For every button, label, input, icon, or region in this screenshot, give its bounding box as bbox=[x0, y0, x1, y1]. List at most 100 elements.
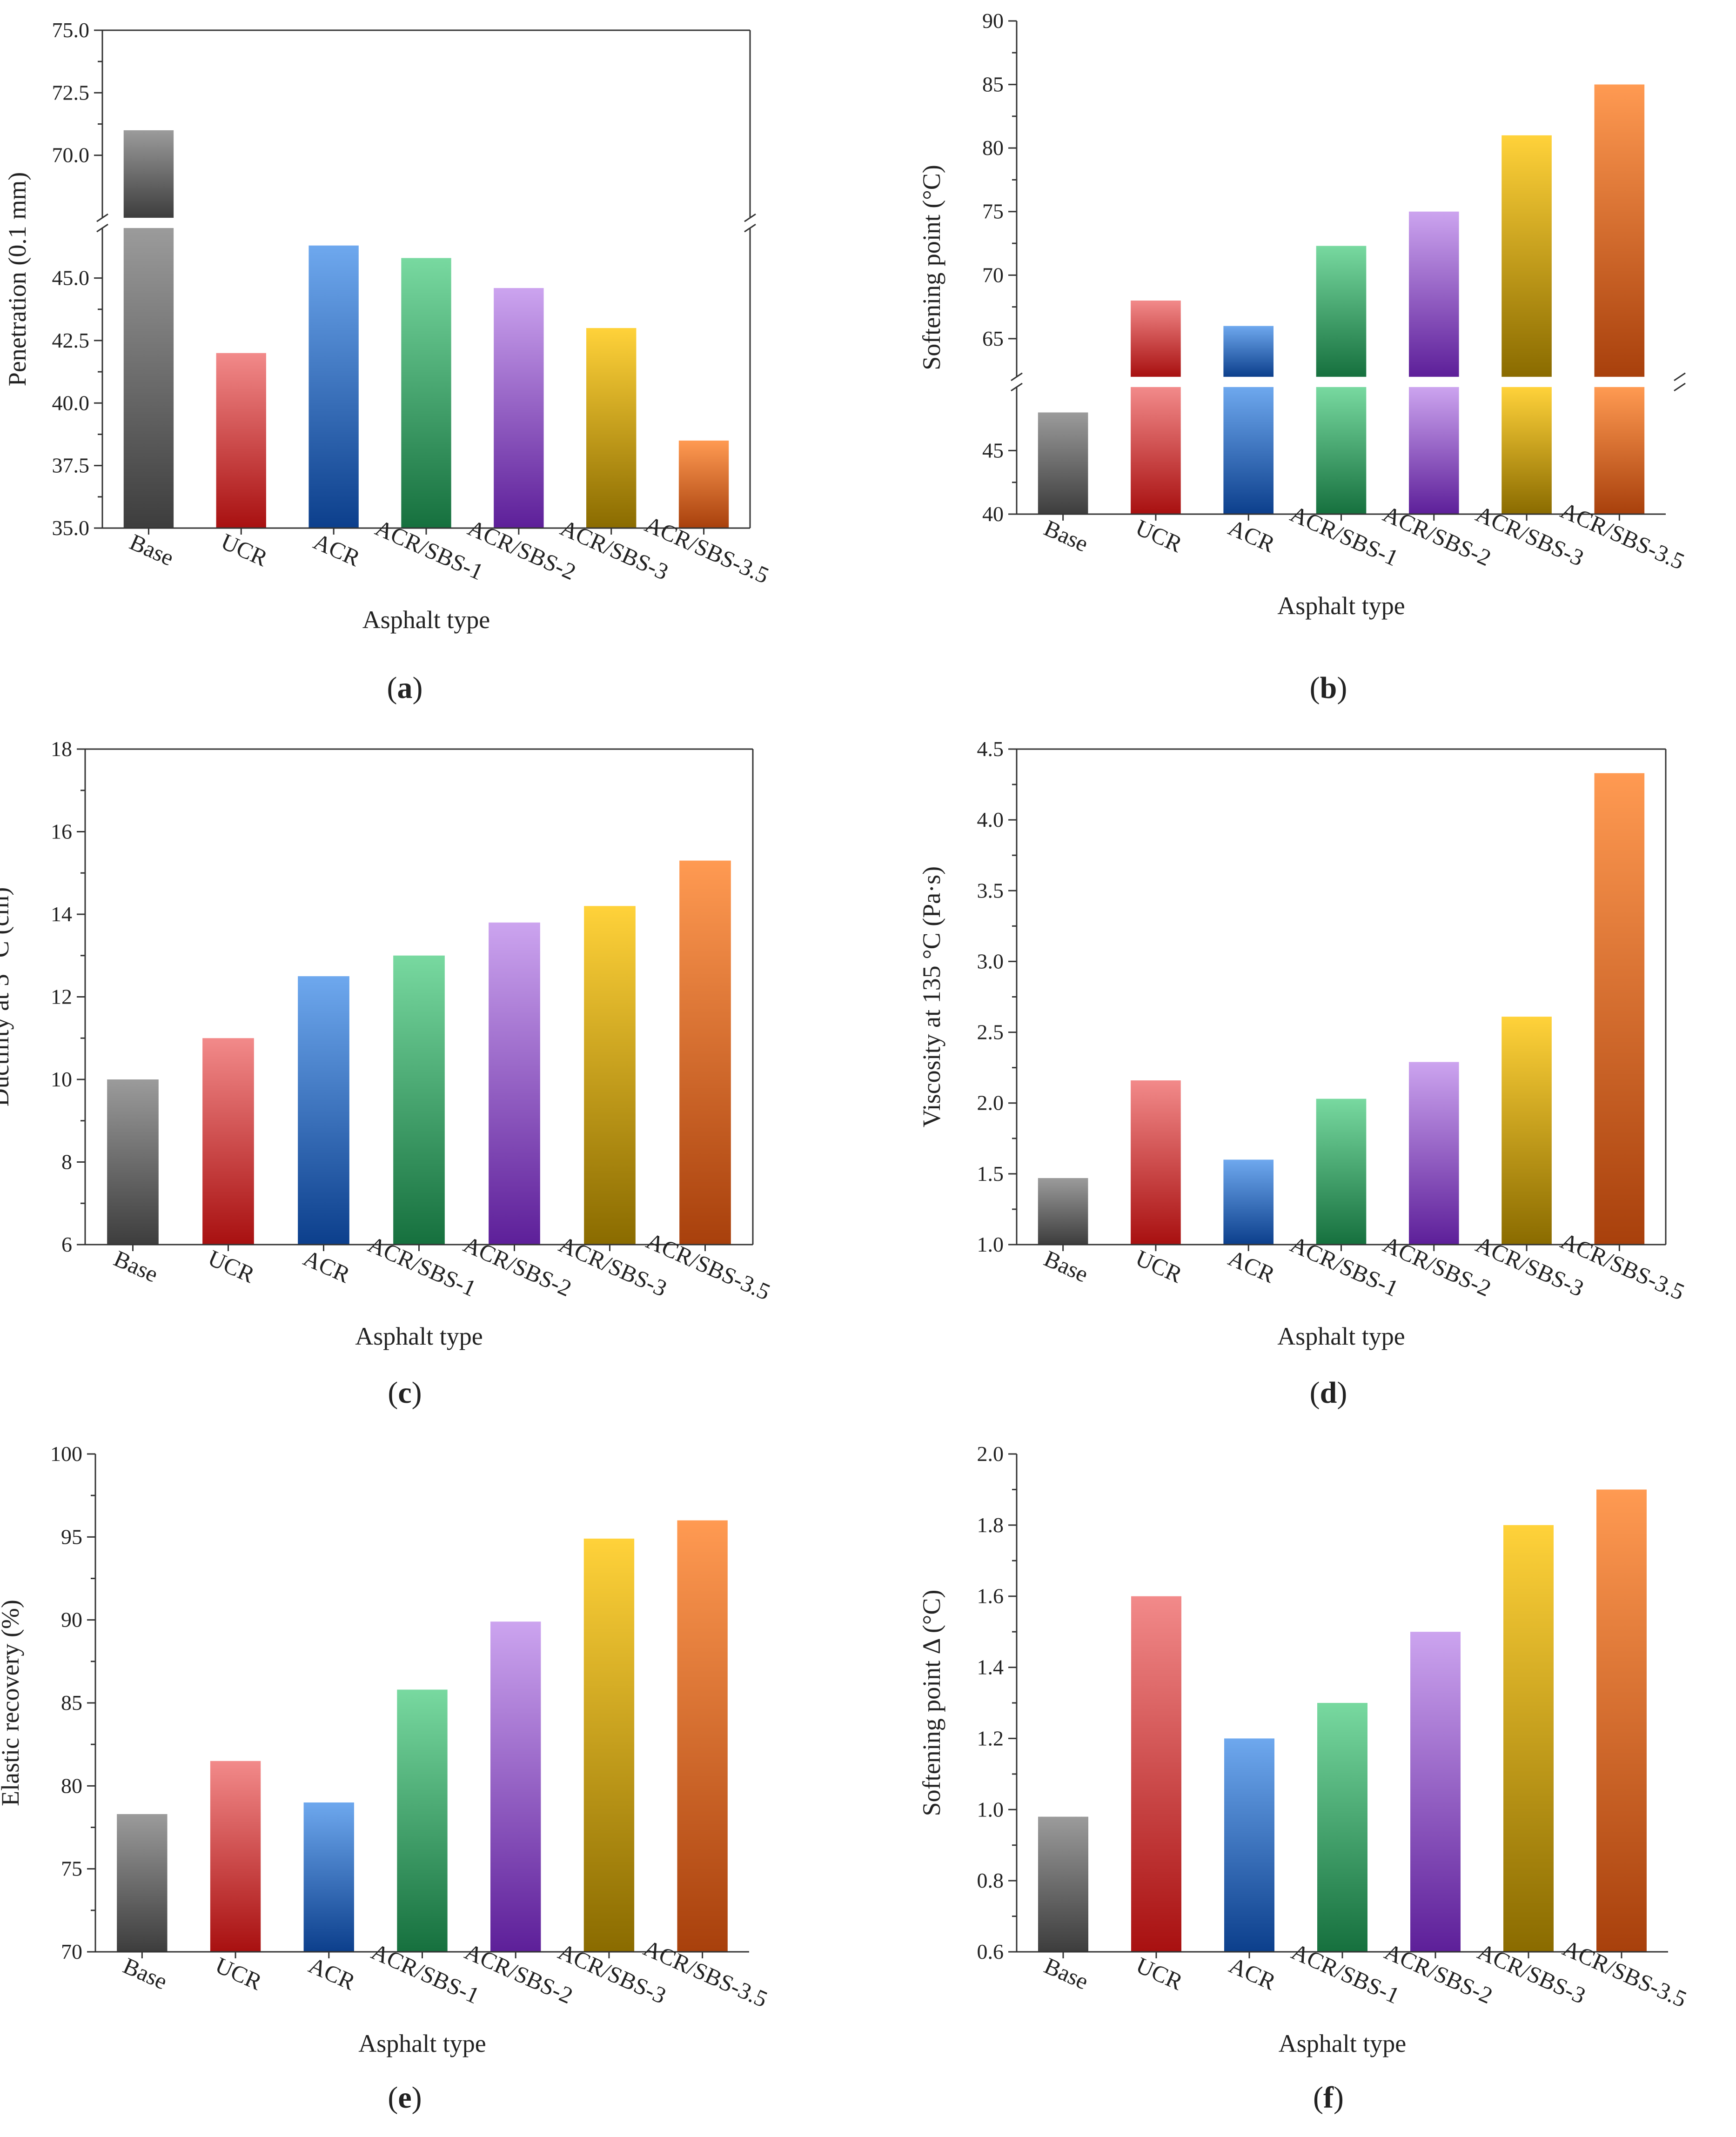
y-axis-title: Elastic recovery (%) bbox=[0, 1600, 24, 1806]
bar-f-5 bbox=[1503, 1525, 1554, 1952]
axis-break-mark bbox=[1011, 372, 1023, 382]
bar-b-2-lower bbox=[1223, 387, 1274, 514]
y-tick-label: 3.5 bbox=[977, 878, 1004, 902]
axis-break-mark bbox=[744, 223, 756, 233]
bar-c-6 bbox=[679, 860, 731, 1245]
x-tick-label: UCR bbox=[1132, 1245, 1186, 1288]
bar-e-3 bbox=[397, 1689, 448, 1952]
y-tick-label: 100 bbox=[50, 1442, 82, 1466]
bar-f-4 bbox=[1410, 1632, 1461, 1952]
x-tick-label: UCR bbox=[1132, 514, 1186, 557]
bar-b-1-lower bbox=[1131, 387, 1181, 514]
x-tick-label: Base bbox=[1040, 1952, 1093, 1995]
axis-break-mark bbox=[1674, 372, 1686, 382]
bar-d-0 bbox=[1038, 1178, 1088, 1245]
y-tick-label: 80 bbox=[982, 136, 1004, 160]
y-tick-label: 1.6 bbox=[977, 1584, 1004, 1608]
y-tick-label: 37.5 bbox=[52, 454, 90, 477]
y-tick-label: 2.5 bbox=[977, 1020, 1004, 1044]
bar-a-0-lower bbox=[123, 228, 174, 529]
panel-caption-letter: c bbox=[398, 1376, 411, 1410]
panel-caption-letter: e bbox=[398, 2081, 411, 2115]
bar-c-4 bbox=[489, 922, 540, 1245]
bar-a-5 bbox=[586, 328, 637, 528]
y-tick-label: 90 bbox=[61, 1608, 82, 1632]
y-tick-label: 90 bbox=[982, 9, 1004, 33]
axes-b bbox=[1008, 20, 1686, 521]
x-tick-label: UCR bbox=[204, 1245, 259, 1288]
y-tick-label: 12 bbox=[51, 985, 72, 1009]
y-axis-title: Softening point Δ (°C) bbox=[918, 1590, 945, 1816]
y-tick-label: 4.0 bbox=[977, 808, 1004, 831]
y-tick-label: 40.0 bbox=[52, 391, 90, 415]
x-tick-label: UCR bbox=[1133, 1952, 1187, 1995]
panel-caption-letter: f bbox=[1323, 2081, 1334, 2115]
axes-c bbox=[77, 748, 754, 1251]
x-axis-title: Asphalt type bbox=[358, 2030, 486, 2057]
panel-a-penetration: 35.0 37.5 40.0 42.5 45.0 70.0 72.5 75.0 Base UCR A… bbox=[3, 18, 773, 705]
y-tick-label: 2.0 bbox=[977, 1442, 1004, 1466]
bar-a-4 bbox=[494, 288, 544, 528]
y-tick-label: 75 bbox=[982, 200, 1004, 223]
y-tick-label: 70.0 bbox=[52, 143, 90, 167]
bar-b-4-lower bbox=[1408, 387, 1459, 514]
y-tick-label: 2.0 bbox=[977, 1091, 1004, 1115]
axis-break-mark bbox=[1674, 382, 1686, 392]
y-tick-label: 70 bbox=[982, 263, 1004, 287]
bar-f-0 bbox=[1038, 1816, 1088, 1952]
bar-a-0-upper bbox=[123, 130, 174, 218]
bar-b-4-upper bbox=[1408, 211, 1459, 377]
axis-break-mark bbox=[96, 213, 108, 222]
y-tick-label: 42.5 bbox=[52, 328, 90, 352]
bar-f-6 bbox=[1596, 1489, 1647, 1952]
y-tick-label: 70 bbox=[61, 1940, 82, 1963]
x-tick-label: ACR bbox=[300, 1245, 354, 1288]
x-tick-label: Base bbox=[1040, 515, 1093, 557]
bar-e-0 bbox=[117, 1814, 168, 1952]
bar-d-5 bbox=[1501, 1017, 1552, 1245]
y-tick-label: 80 bbox=[61, 1774, 82, 1797]
bar-a-1 bbox=[216, 353, 266, 528]
bar-c-5 bbox=[584, 906, 636, 1245]
y-tick-label: 72.5 bbox=[52, 80, 90, 104]
bar-d-6 bbox=[1594, 773, 1645, 1245]
bar-f-3 bbox=[1317, 1703, 1367, 1952]
bar-b-1-upper bbox=[1131, 300, 1181, 377]
axis-break-mark bbox=[1011, 382, 1023, 392]
bar-c-3 bbox=[393, 955, 445, 1245]
y-tick-label: 45.0 bbox=[52, 266, 90, 290]
axes-d bbox=[1008, 748, 1667, 1251]
y-axis-title: Ductility at 5 °C (cm) bbox=[0, 887, 14, 1107]
x-tick-label: ACR bbox=[310, 528, 364, 571]
x-tick-label: UCR bbox=[212, 1952, 266, 1995]
y-tick-label: 8 bbox=[61, 1150, 72, 1174]
axes-a bbox=[94, 29, 756, 535]
panel-caption: (f) bbox=[1313, 2081, 1344, 2115]
bar-e-2 bbox=[303, 1802, 354, 1952]
panel-caption: (c) bbox=[388, 1376, 422, 1410]
y-tick-label: 45 bbox=[982, 438, 1004, 462]
x-axis-title: Asphalt type bbox=[1277, 592, 1405, 620]
y-tick-label: 35.0 bbox=[52, 516, 90, 540]
x-tick-label: Base bbox=[126, 529, 178, 571]
bar-b-5-lower bbox=[1501, 387, 1552, 514]
panel-caption: (b) bbox=[1310, 671, 1347, 705]
bar-b-6-upper bbox=[1594, 84, 1645, 377]
y-tick-label: 10 bbox=[51, 1067, 72, 1091]
x-tick-label: UCR bbox=[217, 528, 272, 571]
y-tick-label: 3.0 bbox=[977, 949, 1004, 973]
bar-a-2 bbox=[308, 245, 359, 528]
axis-break-mark bbox=[744, 213, 756, 222]
bar-f-2 bbox=[1224, 1738, 1274, 1952]
bar-b-6-lower bbox=[1594, 387, 1645, 514]
y-tick-label: 14 bbox=[51, 902, 72, 926]
y-tick-label: 85 bbox=[61, 1691, 82, 1715]
y-tick-label: 85 bbox=[982, 73, 1004, 96]
x-tick-label: ACR bbox=[305, 1952, 359, 1995]
